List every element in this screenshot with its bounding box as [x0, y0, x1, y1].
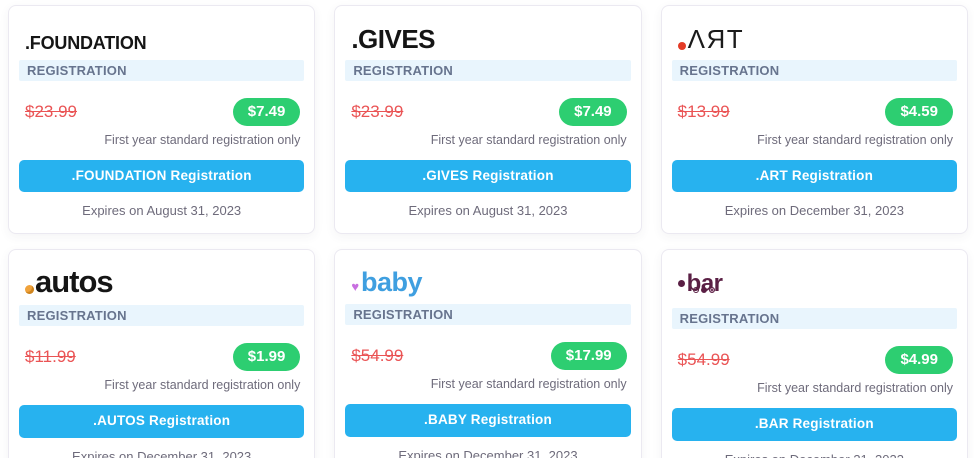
new-price-badge: $17.99	[550, 342, 627, 370]
red-dot-icon	[677, 42, 686, 50]
price-row: $54.99 $4.99	[678, 346, 953, 374]
tld-deal-card: bar REGISTRATION $54.99 $4.99 First year…	[660, 249, 968, 458]
tld-logo-text: baby	[361, 267, 423, 298]
registration-label: REGISTRATION	[19, 60, 305, 81]
tld-deal-card: .FOUNDATION REGISTRATION $23.99 $7.49 Fi…	[8, 5, 316, 235]
registration-label: REGISTRATION	[345, 304, 631, 326]
new-price-badge: $1.99	[232, 343, 301, 371]
tld-logo-text: ΛЯT	[687, 24, 745, 54]
registration-button[interactable]: .BAR Registration	[671, 407, 957, 441]
registration-button[interactable]: .AUTOS Registration	[19, 404, 305, 438]
bar-stools-icon	[692, 287, 715, 294]
old-price: $54.99	[351, 346, 404, 366]
registration-button[interactable]: .FOUNDATION Registration	[19, 159, 305, 193]
first-year-note: First year standard registration only	[430, 132, 627, 147]
tld-deal-card: autos REGISTRATION $11.99 $1.99 First ye…	[8, 249, 316, 458]
first-year-note: First year standard registration only	[757, 380, 953, 395]
price-row: $13.99 $4.59	[678, 98, 953, 126]
registration-button[interactable]: .GIVES Registration	[345, 159, 631, 193]
old-price: $54.99	[677, 350, 730, 370]
new-price-badge: $4.59	[885, 98, 953, 126]
registration-label: REGISTRATION	[19, 305, 305, 327]
expiry-date: Expires on December 31, 2023	[724, 203, 904, 219]
first-year-note: First year standard registration only	[430, 376, 627, 391]
registration-button[interactable]: .BABY Registration	[345, 403, 631, 437]
new-price-badge: $7.49	[232, 98, 301, 126]
old-price: $23.99	[25, 101, 77, 121]
tld-logo: autos	[25, 266, 298, 297]
registration-label: REGISTRATION	[671, 308, 957, 330]
registration-button[interactable]: .ART Registration	[671, 159, 957, 193]
new-price-badge: $4.99	[885, 346, 953, 374]
tld-deal-card: .GIVES REGISTRATION $23.99 $7.49 First y…	[334, 5, 642, 235]
gold-coin-dot-icon	[25, 285, 34, 295]
tld-deal-card: baby REGISTRATION $54.99 $17.99 First ye…	[334, 249, 642, 458]
tld-logo-text: .GIVES	[351, 24, 436, 54]
tld-logo: baby	[351, 266, 624, 296]
price-row: $23.99 $7.49	[25, 98, 301, 126]
price-row: $54.99 $17.99	[351, 342, 627, 370]
tld-logo: ΛЯT	[677, 22, 951, 54]
expiry-date: Expires on December 31, 2023	[72, 448, 252, 458]
tld-deal-card: ΛЯT REGISTRATION $13.99 $4.59 First year…	[660, 5, 968, 235]
expiry-date: Expires on December 31, 2023	[672, 452, 957, 458]
registration-label: REGISTRATION	[345, 60, 631, 81]
tld-logo-text: .FOUNDATION	[25, 33, 147, 53]
registration-label: REGISTRATION	[671, 60, 957, 81]
old-price: $13.99	[677, 101, 730, 121]
first-year-note: First year standard registration only	[757, 132, 953, 147]
plum-dot-icon	[677, 280, 685, 288]
old-price: $23.99	[351, 101, 404, 121]
first-year-note: First year standard registration only	[104, 132, 301, 147]
first-year-note: First year standard registration only	[104, 377, 301, 392]
expiry-date: Expires on December 31, 2023	[398, 447, 578, 458]
new-price-badge: $7.49	[559, 98, 627, 126]
price-row: $11.99 $1.99	[25, 343, 301, 371]
old-price: $11.99	[25, 347, 76, 367]
heart-icon	[351, 280, 359, 293]
tld-logo-text: autos	[35, 264, 114, 300]
price-row: $23.99 $7.49	[351, 98, 627, 126]
expiry-date: Expires on August 31, 2023	[82, 203, 242, 219]
tld-logo: bar	[677, 266, 951, 296]
tld-logo: .GIVES	[351, 22, 624, 52]
tld-logo: .FOUNDATION	[25, 22, 298, 52]
expiry-date: Expires on August 31, 2023	[408, 203, 568, 219]
